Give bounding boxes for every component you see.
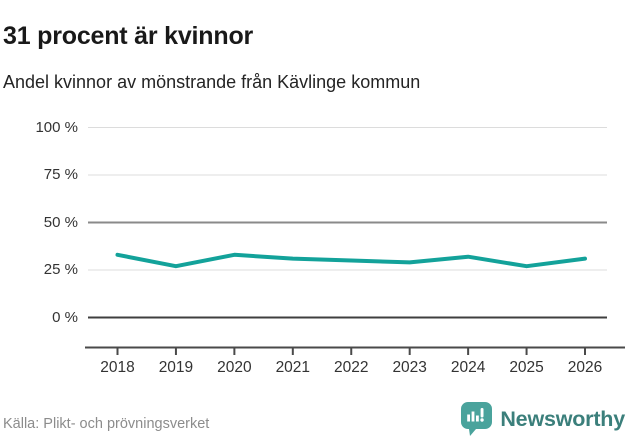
x-tick-label-2024: 2024 <box>450 359 486 376</box>
x-tick-label-2020: 2020 <box>217 359 252 376</box>
chart-subtitle: Andel kvinnor av mönstrande från Kävling… <box>3 72 421 92</box>
y-tick-label-50: 50 % <box>43 213 78 231</box>
x-tick-label-2025: 2025 <box>509 359 544 376</box>
x-tick-label-2019: 2019 <box>158 359 194 376</box>
y-tick-label-25: 25 % <box>43 261 78 278</box>
chart-title: 31 procent är kvinnor <box>3 21 254 50</box>
x-tick-label-2023: 2023 <box>392 359 427 376</box>
source-note: Källa: Plikt- och prövningsverket <box>3 416 210 432</box>
newsworthy-logo-icon <box>461 401 493 436</box>
newsworthy-logo-text: Newsworthy <box>500 406 625 431</box>
data-line-andel-kvinnor <box>115 252 587 269</box>
x-tick-label-2018: 2018 <box>100 359 135 376</box>
y-tick-label-100: 100 % <box>35 118 78 136</box>
x-tick-label-2021: 2021 <box>275 359 311 376</box>
x-tick-label-2026: 2026 <box>567 359 603 376</box>
newsworthy-logo: Newsworthy <box>461 401 625 437</box>
y-tick-label-75: 75 % <box>43 166 78 183</box>
y-tick-label-0: 0 % <box>52 308 78 326</box>
bar-chart-glyph <box>467 407 485 422</box>
x-tick-label-2022: 2022 <box>334 359 369 376</box>
